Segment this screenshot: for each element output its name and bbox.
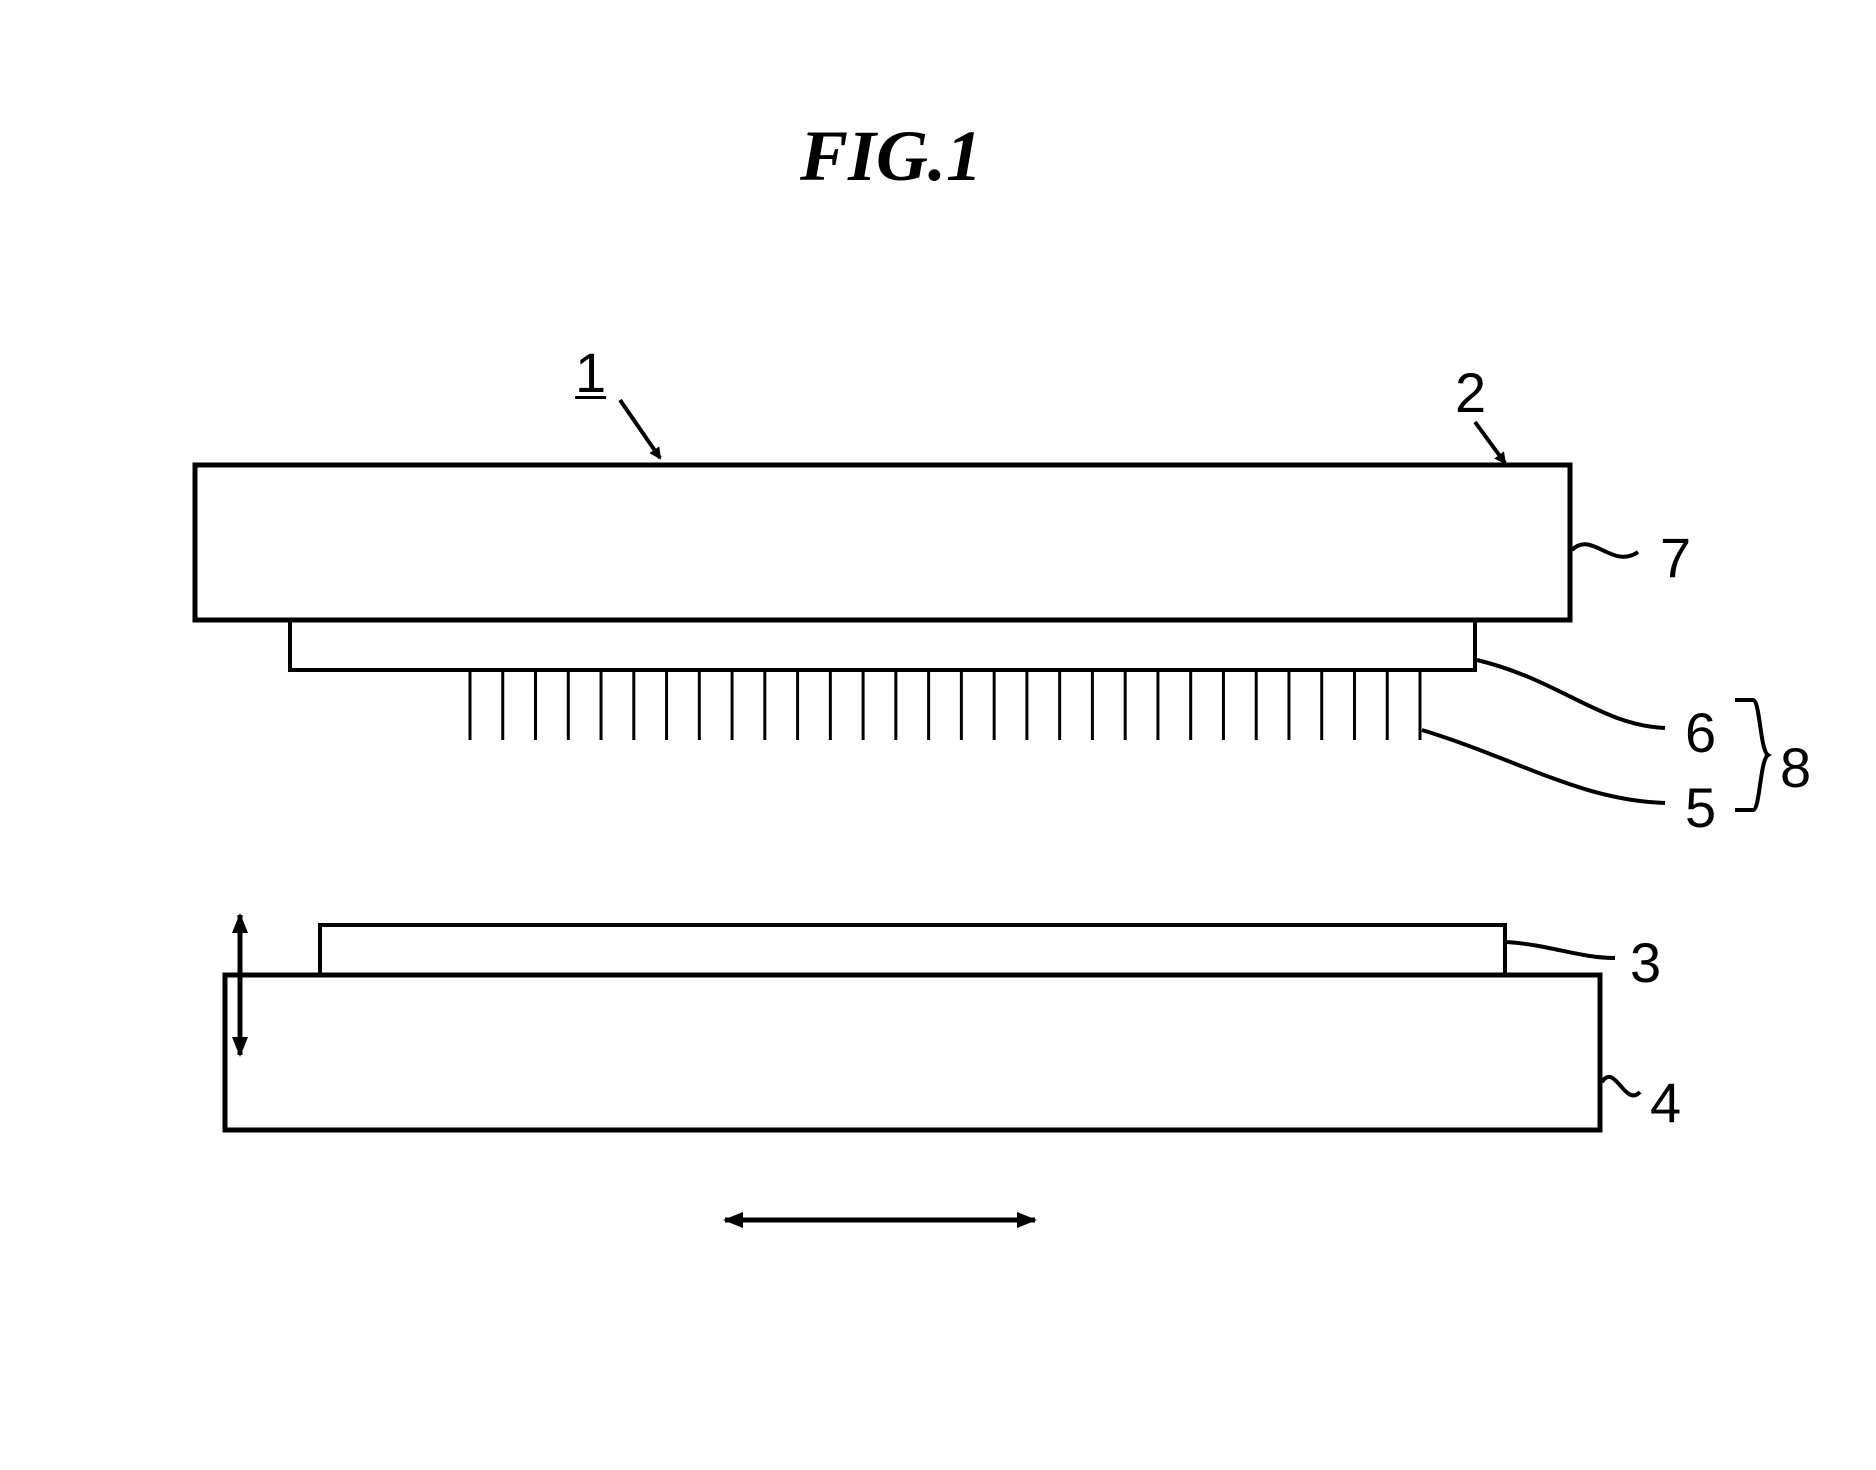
curve-3 — [1507, 942, 1615, 958]
label-4: 4 — [1650, 1070, 1681, 1135]
rect-bottom-plate — [225, 975, 1600, 1130]
label-6: 6 — [1685, 700, 1716, 765]
rect-top-plate — [195, 465, 1570, 620]
callout-arrow-1 — [620, 400, 660, 458]
tilde-4 — [1602, 1077, 1640, 1096]
label-5: 5 — [1685, 775, 1716, 840]
bracket-8 — [1735, 700, 1768, 810]
label-2: 2 — [1455, 360, 1486, 425]
rect-layer-6 — [290, 620, 1475, 670]
curve-5 — [1422, 730, 1665, 803]
tilde-7 — [1572, 544, 1638, 557]
label-1: 1 — [575, 340, 606, 405]
comb-teeth — [470, 670, 1420, 740]
label-3: 3 — [1630, 930, 1661, 995]
callout-arrow-2 — [1475, 422, 1505, 463]
label-8: 8 — [1780, 735, 1811, 800]
curve-6 — [1477, 660, 1665, 728]
label-7: 7 — [1660, 525, 1691, 590]
diagram-svg — [0, 0, 1876, 1470]
rect-layer-3 — [320, 925, 1505, 975]
